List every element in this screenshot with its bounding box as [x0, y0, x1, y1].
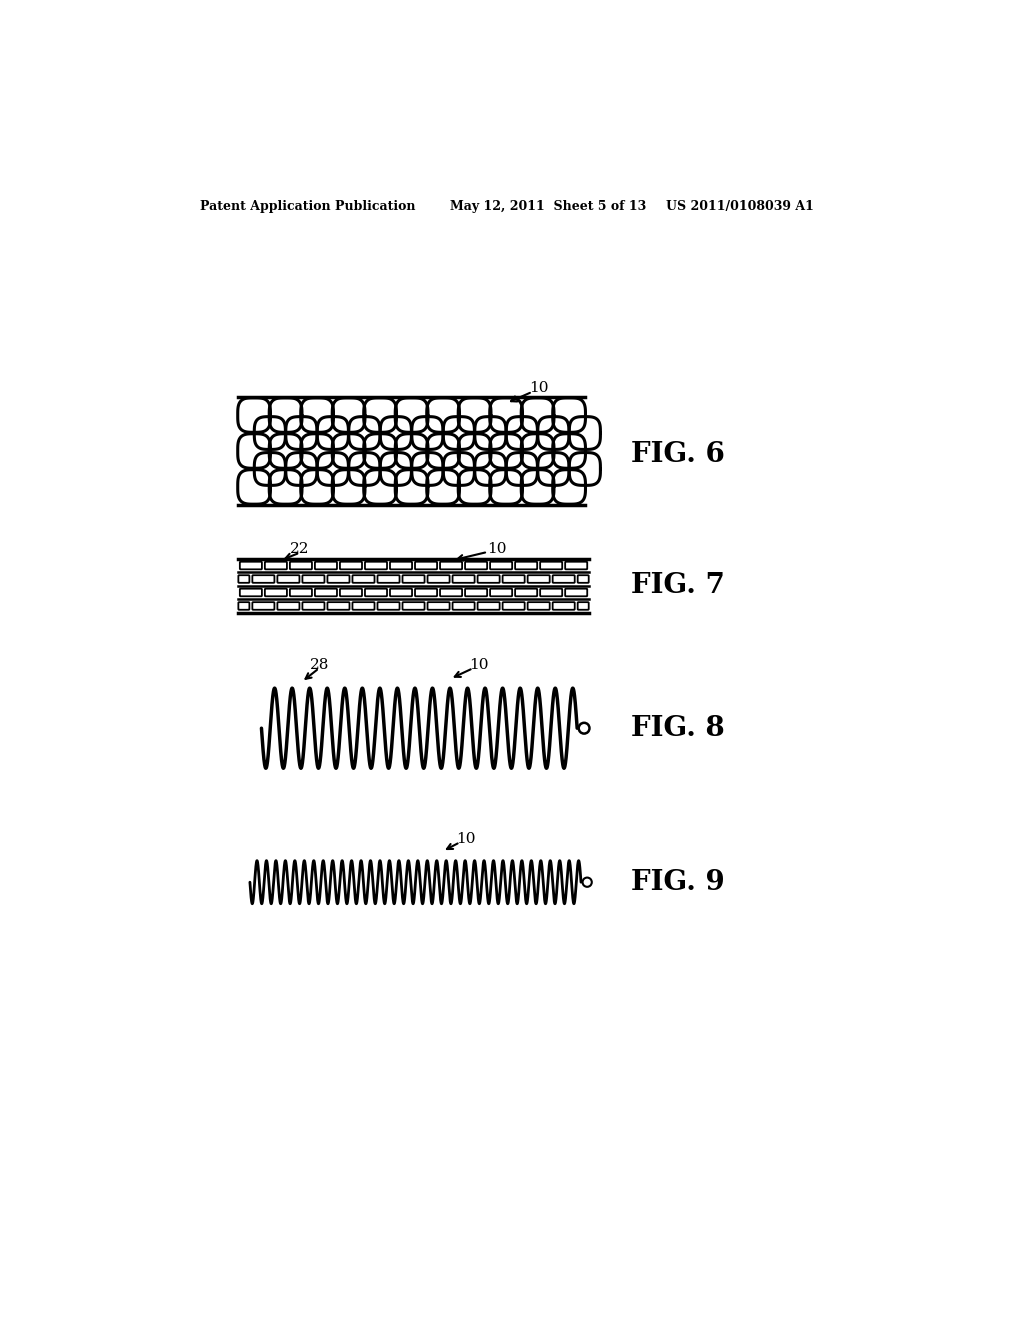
FancyBboxPatch shape — [239, 602, 250, 610]
FancyBboxPatch shape — [540, 562, 562, 569]
FancyBboxPatch shape — [415, 562, 437, 569]
Text: FIG. 7: FIG. 7 — [631, 573, 725, 599]
FancyBboxPatch shape — [402, 576, 425, 583]
Text: FIG. 6: FIG. 6 — [631, 441, 725, 469]
Text: 10: 10 — [487, 541, 507, 556]
Text: 22: 22 — [290, 541, 309, 556]
FancyBboxPatch shape — [453, 602, 474, 610]
FancyBboxPatch shape — [402, 602, 425, 610]
FancyBboxPatch shape — [440, 562, 462, 569]
Text: May 12, 2011  Sheet 5 of 13: May 12, 2011 Sheet 5 of 13 — [451, 199, 646, 213]
FancyBboxPatch shape — [415, 589, 437, 597]
FancyBboxPatch shape — [302, 602, 325, 610]
FancyBboxPatch shape — [527, 576, 550, 583]
FancyBboxPatch shape — [252, 602, 274, 610]
FancyBboxPatch shape — [352, 576, 375, 583]
FancyBboxPatch shape — [527, 602, 550, 610]
FancyBboxPatch shape — [239, 576, 250, 583]
FancyBboxPatch shape — [477, 576, 500, 583]
FancyBboxPatch shape — [428, 602, 450, 610]
FancyBboxPatch shape — [565, 562, 587, 569]
FancyBboxPatch shape — [352, 602, 375, 610]
FancyBboxPatch shape — [315, 562, 337, 569]
FancyBboxPatch shape — [302, 576, 325, 583]
FancyBboxPatch shape — [553, 602, 574, 610]
FancyBboxPatch shape — [453, 576, 474, 583]
Text: 28: 28 — [309, 659, 329, 672]
Text: FIG. 8: FIG. 8 — [631, 714, 725, 742]
FancyBboxPatch shape — [490, 562, 512, 569]
FancyBboxPatch shape — [365, 589, 387, 597]
FancyBboxPatch shape — [477, 602, 500, 610]
FancyBboxPatch shape — [578, 576, 589, 583]
FancyBboxPatch shape — [252, 576, 274, 583]
FancyBboxPatch shape — [265, 589, 287, 597]
Text: US 2011/0108039 A1: US 2011/0108039 A1 — [666, 199, 814, 213]
FancyBboxPatch shape — [428, 576, 450, 583]
FancyBboxPatch shape — [328, 602, 349, 610]
FancyBboxPatch shape — [378, 576, 399, 583]
FancyBboxPatch shape — [278, 576, 299, 583]
Text: 10: 10 — [469, 659, 488, 672]
FancyBboxPatch shape — [240, 589, 262, 597]
FancyBboxPatch shape — [565, 589, 587, 597]
FancyBboxPatch shape — [540, 589, 562, 597]
FancyBboxPatch shape — [290, 589, 312, 597]
FancyBboxPatch shape — [503, 602, 524, 610]
FancyBboxPatch shape — [278, 602, 299, 610]
FancyBboxPatch shape — [340, 589, 362, 597]
FancyBboxPatch shape — [365, 562, 387, 569]
FancyBboxPatch shape — [315, 589, 337, 597]
FancyBboxPatch shape — [340, 562, 362, 569]
FancyBboxPatch shape — [390, 589, 412, 597]
FancyBboxPatch shape — [578, 602, 589, 610]
FancyBboxPatch shape — [515, 562, 538, 569]
FancyBboxPatch shape — [490, 589, 512, 597]
Text: FIG. 9: FIG. 9 — [631, 869, 725, 896]
FancyBboxPatch shape — [378, 602, 399, 610]
FancyBboxPatch shape — [265, 562, 287, 569]
FancyBboxPatch shape — [328, 576, 349, 583]
FancyBboxPatch shape — [515, 589, 538, 597]
FancyBboxPatch shape — [240, 562, 262, 569]
FancyBboxPatch shape — [553, 576, 574, 583]
FancyBboxPatch shape — [390, 562, 412, 569]
Text: 10: 10 — [456, 832, 475, 846]
FancyBboxPatch shape — [290, 562, 312, 569]
Text: 10: 10 — [529, 381, 549, 395]
Text: Patent Application Publication: Patent Application Publication — [200, 199, 416, 213]
FancyBboxPatch shape — [465, 589, 487, 597]
FancyBboxPatch shape — [465, 562, 487, 569]
FancyBboxPatch shape — [503, 576, 524, 583]
FancyBboxPatch shape — [440, 589, 462, 597]
